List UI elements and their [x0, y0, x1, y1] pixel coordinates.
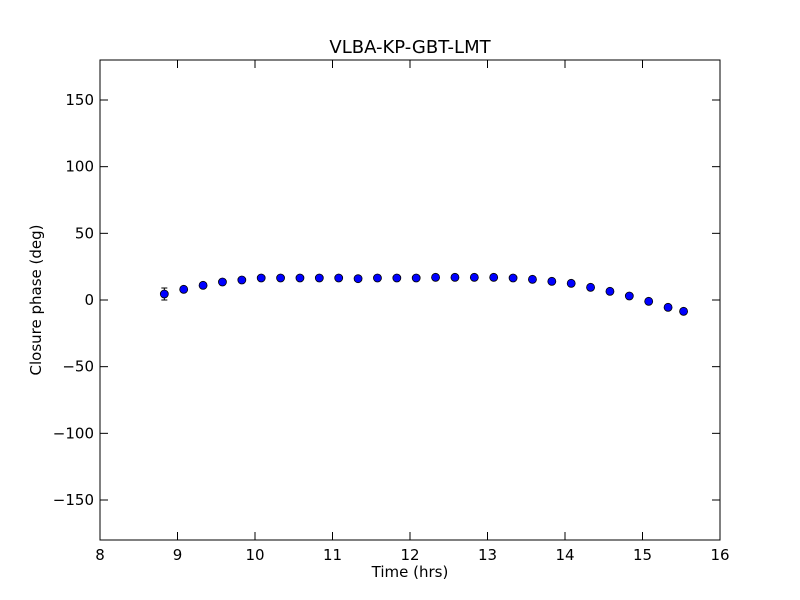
data-point: [392, 273, 402, 283]
y-tick-label: −50: [62, 358, 94, 376]
data-point: [276, 273, 285, 283]
data-point: [644, 296, 654, 306]
data-point: [334, 273, 344, 283]
data-point: [663, 302, 673, 312]
data-point: [314, 273, 324, 283]
data-point: [605, 286, 615, 296]
data-point: [218, 277, 227, 287]
data-point: [586, 282, 595, 292]
x-tick-label: 12: [400, 546, 419, 564]
data-point: [237, 275, 247, 285]
data-point: [295, 273, 305, 283]
data-point: [547, 276, 557, 286]
x-tick-label: 8: [95, 546, 105, 564]
x-tick-label: 10: [245, 546, 264, 564]
data-point: [256, 273, 266, 283]
plot-area-frame: [99, 59, 721, 541]
x-tick-label: 15: [633, 546, 652, 564]
x-tick-label: 11: [323, 546, 342, 564]
data-point: [489, 272, 499, 282]
y-tick-label: 0: [84, 291, 94, 309]
data-point: [411, 273, 421, 283]
x-tick-label: 14: [555, 546, 574, 564]
y-tick-label: 50: [75, 224, 94, 242]
data-point: [528, 274, 537, 284]
data-point: [159, 289, 169, 299]
data-point: [508, 273, 518, 283]
y-tick-label: 100: [65, 158, 94, 176]
x-tick-label: 13: [478, 546, 497, 564]
data-point: [431, 272, 440, 282]
data-point: [566, 278, 576, 288]
data-point: [353, 274, 363, 284]
data-point: [469, 272, 479, 282]
y-tick-label: 150: [65, 91, 94, 109]
y-axis-label: Closure phase (deg): [27, 225, 45, 376]
axis-ticks: 8 9 10 11 12 13 14 15 16 150 100 50 0 −50 −100 −150: [53, 60, 730, 564]
x-axis-label: Time (hrs): [371, 563, 449, 581]
data-point: [624, 291, 634, 301]
data-point: [450, 272, 460, 282]
y-tick-label: −150: [53, 491, 94, 509]
x-tick-label: 16: [710, 546, 729, 564]
data-point: [679, 306, 688, 316]
x-tick-label: 9: [173, 546, 183, 564]
chart-title: VLBA-KP-GBT-LMT: [329, 37, 491, 58]
data-point: [179, 284, 189, 294]
data-point: [373, 273, 382, 283]
data-points: [159, 272, 688, 316]
data-point: [198, 280, 208, 290]
y-tick-label: −100: [53, 424, 94, 442]
